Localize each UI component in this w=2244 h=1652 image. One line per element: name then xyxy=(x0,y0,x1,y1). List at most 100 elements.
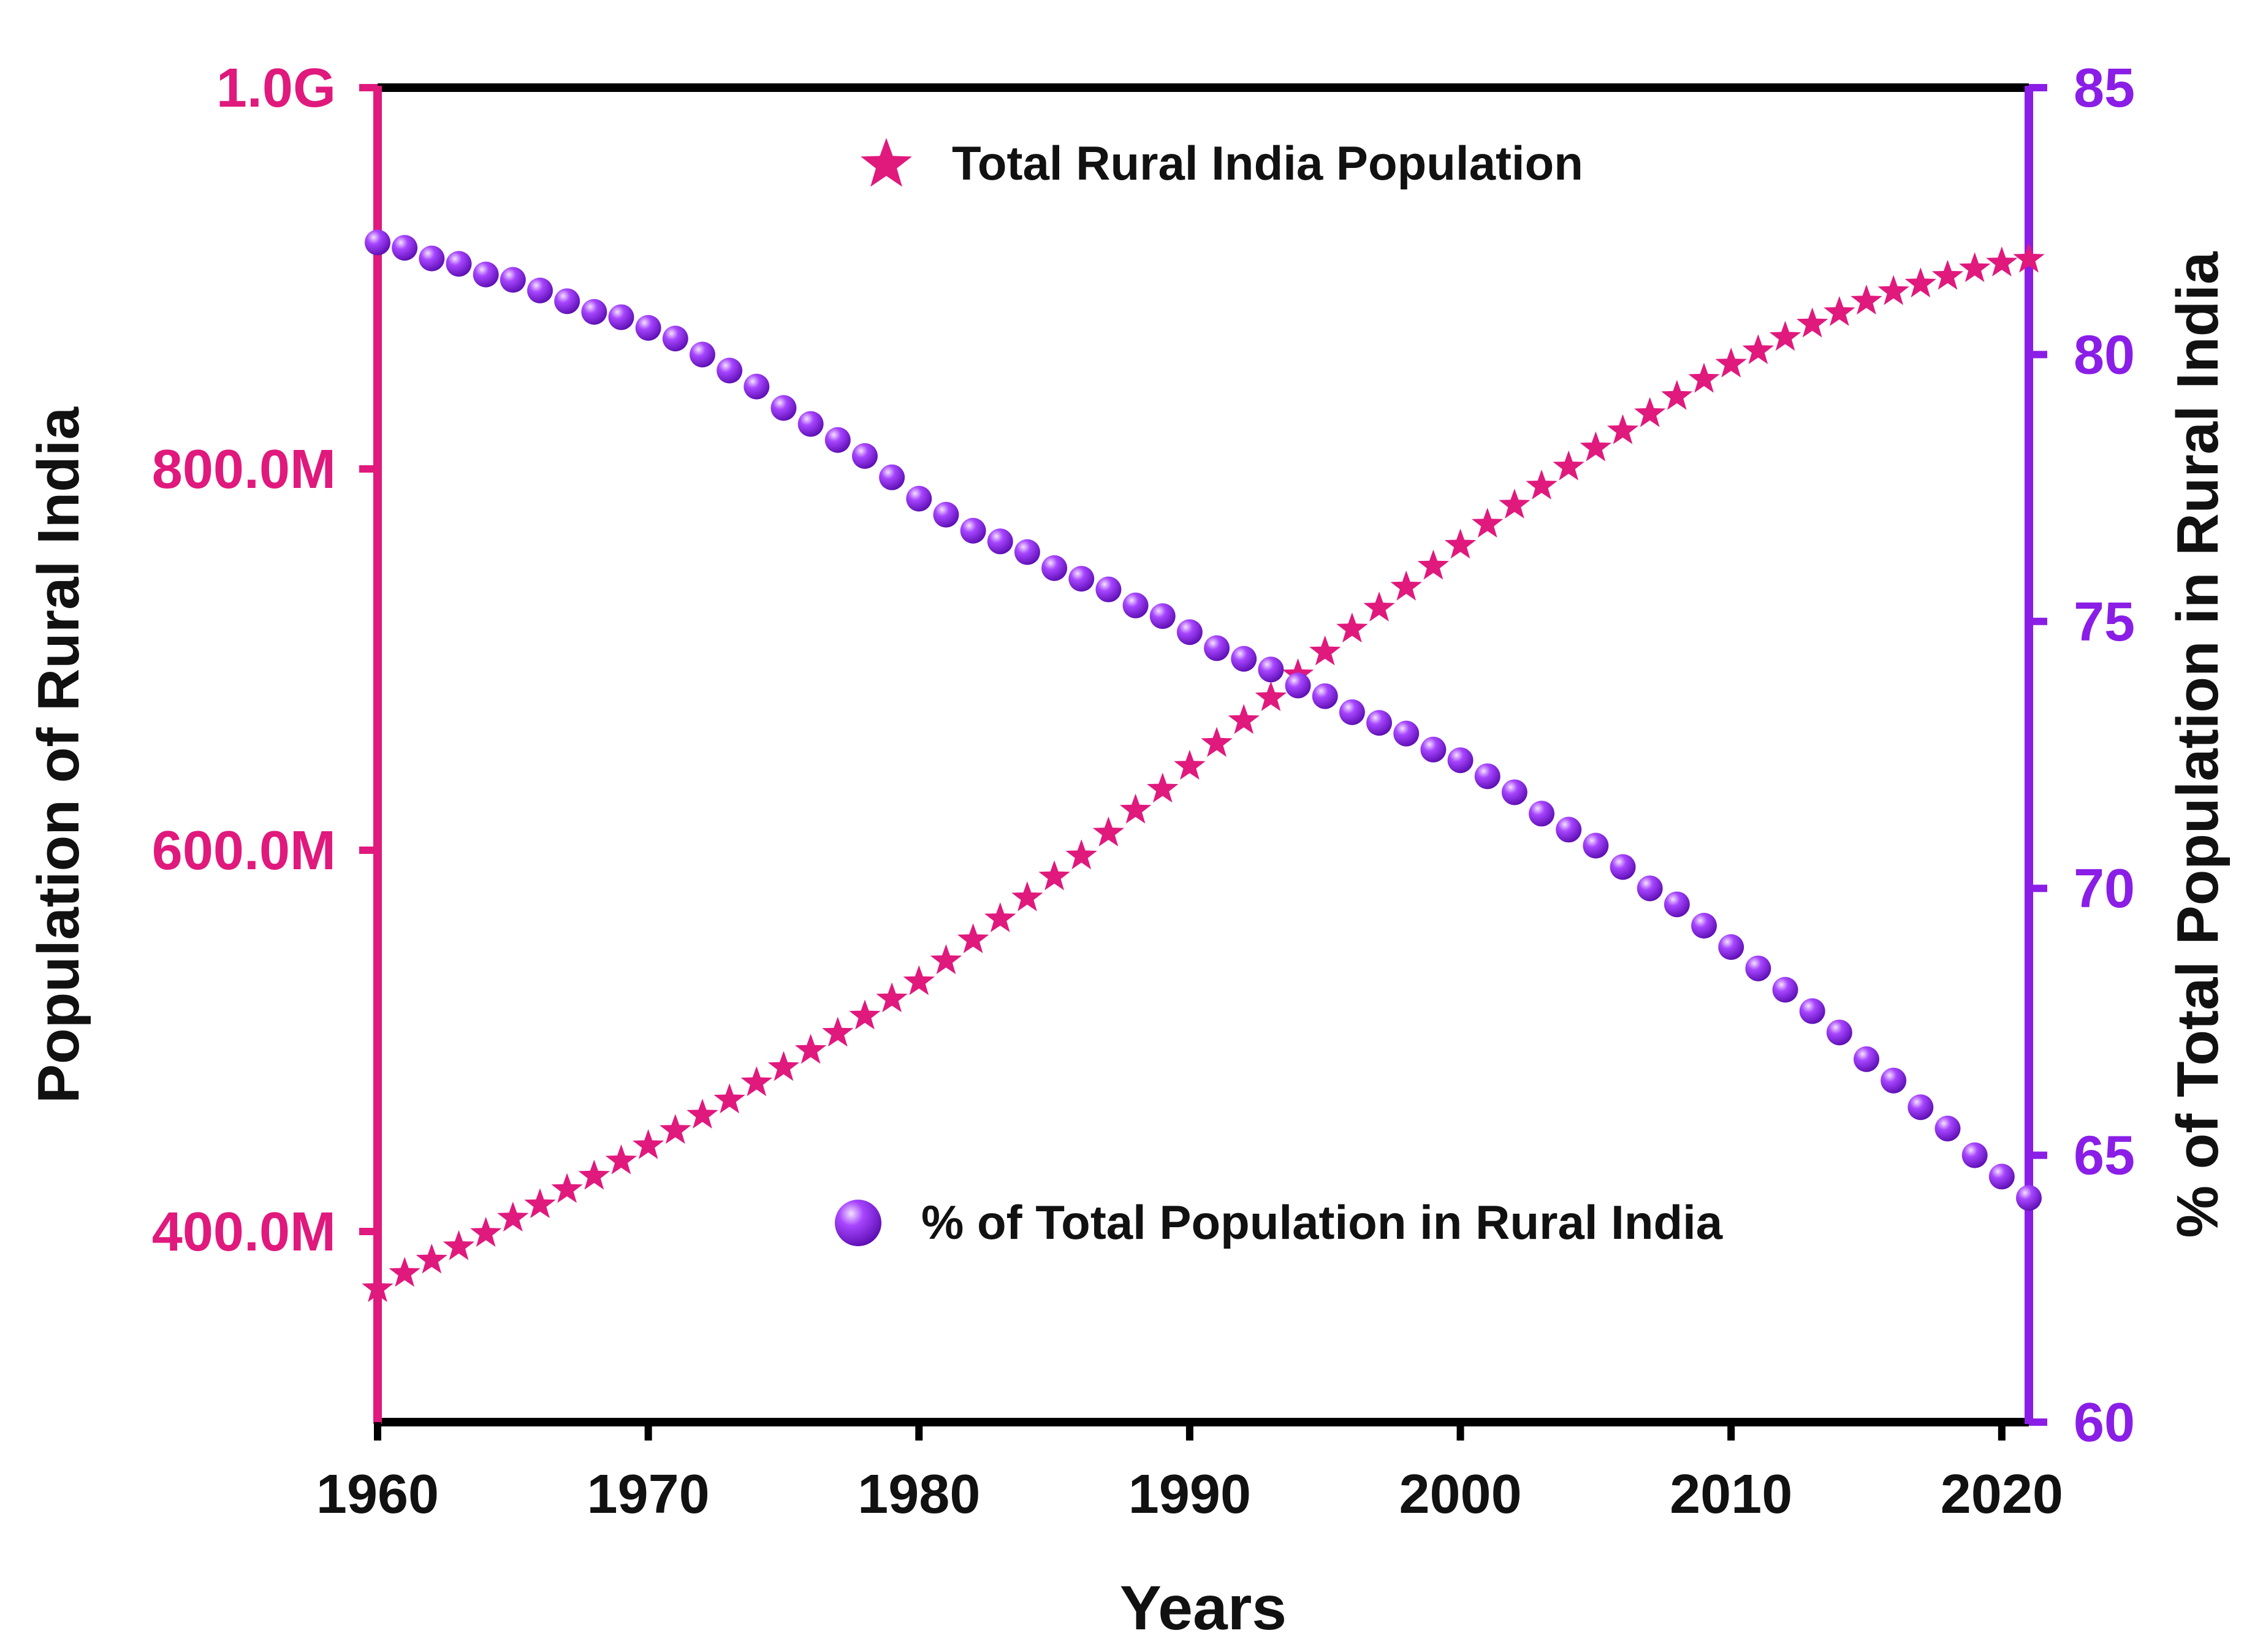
right-tick-label: 80 xyxy=(2074,324,2135,386)
percent-point xyxy=(1826,1019,1852,1046)
percent-point xyxy=(1149,603,1176,630)
population-point xyxy=(1065,839,1097,870)
population-point xyxy=(551,1173,583,1203)
population-point xyxy=(1715,348,1747,378)
percent-point xyxy=(662,325,688,352)
x-axis-ticks: 1960 1970 1980 1990 2000 2010 2020 xyxy=(316,1422,2063,1525)
population-point xyxy=(903,965,935,995)
percent-point xyxy=(1664,891,1690,918)
population-point xyxy=(660,1114,691,1144)
x-tick-label: 1960 xyxy=(316,1464,439,1525)
population-point xyxy=(1824,296,1855,326)
population-point xyxy=(389,1257,420,1287)
percent-point xyxy=(1745,955,1771,981)
population-point xyxy=(1336,612,1368,643)
percent-point xyxy=(1637,875,1663,902)
population-point xyxy=(1580,431,1612,462)
percent-point xyxy=(1501,779,1527,805)
population-point xyxy=(362,1272,394,1303)
percent-point xyxy=(744,373,770,400)
population-point xyxy=(794,1033,827,1064)
left-axis-title: Population of Rural India xyxy=(26,406,91,1103)
population-point xyxy=(1607,414,1639,444)
percent-point xyxy=(608,304,634,330)
percent-point xyxy=(906,485,932,512)
right-axis-title: % of Total Population in Rural India xyxy=(2165,251,2231,1238)
x-tick-label: 2000 xyxy=(1399,1464,1521,1525)
percent-point xyxy=(987,528,1013,555)
percent-point xyxy=(1583,832,1609,859)
percent-point xyxy=(1556,816,1582,843)
population-point xyxy=(497,1201,529,1232)
population-point xyxy=(605,1144,637,1174)
percent-point xyxy=(2016,1185,2042,1211)
population-point xyxy=(930,944,962,975)
percent-point xyxy=(392,235,418,261)
percent-point xyxy=(1447,747,1474,774)
percent-point xyxy=(1799,998,1825,1024)
population-point xyxy=(1174,750,1206,780)
percent-point xyxy=(1988,1163,2015,1190)
percent-point xyxy=(1122,592,1149,619)
x-tick-label: 2010 xyxy=(1670,1464,1792,1525)
population-point xyxy=(2013,242,2045,273)
right-tick-label: 75 xyxy=(2074,592,2135,653)
percent-point xyxy=(770,395,797,421)
percent-point xyxy=(1934,1116,1961,1142)
legend-star-marker xyxy=(861,138,912,187)
population-point xyxy=(1363,592,1395,622)
population-point xyxy=(1092,816,1125,847)
x-tick-label: 1990 xyxy=(1128,1464,1251,1525)
population-point xyxy=(1688,362,1720,393)
population-series xyxy=(362,242,2045,1303)
percent-series xyxy=(365,229,2042,1211)
percent-point xyxy=(1095,576,1122,603)
percent-point xyxy=(1312,683,1338,709)
percent-point xyxy=(797,411,824,437)
percent-point xyxy=(1339,699,1365,725)
percent-point xyxy=(879,464,905,490)
left-tick-label: 600.0M xyxy=(152,820,336,881)
population-point xyxy=(1797,307,1828,338)
population-point xyxy=(1499,489,1531,519)
left-axis-ticks: 400.0M 600.0M 800.0M 1.0G xyxy=(152,58,378,1263)
percent-point xyxy=(689,341,715,368)
percent-point xyxy=(581,299,607,325)
population-point xyxy=(1472,508,1504,538)
population-point xyxy=(1444,528,1477,559)
left-tick-label: 800.0M xyxy=(152,439,336,500)
legend-population-label: Total Rural India Population xyxy=(952,136,1583,190)
population-point xyxy=(470,1217,502,1247)
population-point xyxy=(1959,252,1991,283)
right-tick-label: 85 xyxy=(2074,58,2135,119)
percent-point xyxy=(500,267,526,293)
population-point xyxy=(767,1051,800,1081)
legend-sphere-marker xyxy=(835,1200,881,1246)
percent-point xyxy=(1907,1094,1934,1121)
population-point xyxy=(1011,881,1043,912)
percent-point xyxy=(1041,555,1068,581)
percent-point xyxy=(1691,913,1717,939)
population-point xyxy=(1742,334,1774,364)
percent-point xyxy=(1881,1067,1907,1094)
percent-point xyxy=(1366,710,1393,736)
population-point xyxy=(849,999,881,1030)
percent-point xyxy=(1258,657,1284,683)
percent-point xyxy=(933,501,959,528)
percent-point xyxy=(824,427,851,453)
population-point xyxy=(1769,321,1801,351)
percent-point xyxy=(717,357,743,384)
population-point xyxy=(1931,259,1964,290)
population-point xyxy=(876,982,908,1013)
population-point xyxy=(1634,397,1666,427)
population-point xyxy=(1201,726,1233,757)
population-point xyxy=(1390,570,1422,601)
percent-point xyxy=(1610,854,1636,880)
population-point xyxy=(1255,681,1287,711)
percent-point xyxy=(1474,763,1500,790)
x-tick-label: 1970 xyxy=(587,1464,710,1525)
percent-point xyxy=(1718,934,1744,960)
population-point xyxy=(822,1016,854,1047)
percent-point xyxy=(1772,976,1798,1003)
